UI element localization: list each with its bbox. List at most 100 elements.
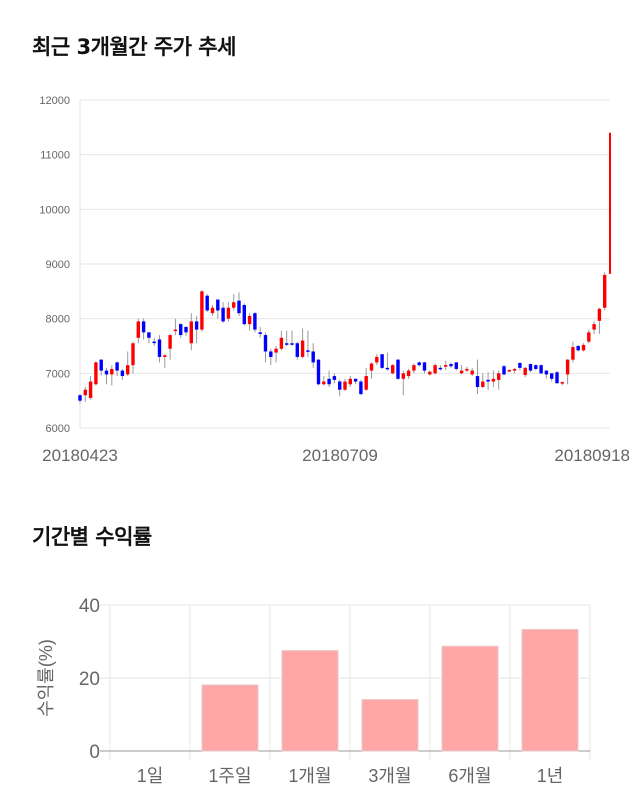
candle-body: [375, 356, 379, 363]
candle-body: [422, 362, 427, 371]
bar: [441, 645, 499, 752]
y-tick-label: 10000: [39, 204, 70, 216]
candle-body: [433, 365, 437, 374]
x-tick-label: 1년: [537, 766, 564, 786]
candle-body: [465, 368, 469, 371]
candle-body: [269, 351, 273, 357]
candle-body: [417, 362, 421, 366]
candle-body: [406, 370, 411, 377]
candle-body: [258, 332, 262, 334]
candle-body: [359, 381, 363, 395]
candle-body: [322, 381, 326, 385]
candle-body: [481, 381, 485, 387]
x-tick-label: 1주일: [208, 766, 251, 786]
y-tick-label: 20: [79, 669, 100, 690]
candle-body: [603, 274, 607, 308]
x-tick-label: 20180709: [302, 446, 378, 465]
candle-body: [512, 368, 517, 371]
candle-body: [311, 351, 315, 363]
bar: [521, 628, 579, 752]
x-tick-label: 20180423: [42, 446, 118, 465]
candle-body: [163, 355, 167, 357]
y-tick-label: 6000: [46, 423, 70, 435]
candle-body: [200, 291, 204, 330]
x-tick-label: 3개월: [368, 766, 411, 786]
bar: [361, 699, 419, 752]
candle-body: [274, 348, 278, 353]
candle-body: [168, 335, 172, 349]
x-tick-label: 20180918: [554, 446, 630, 465]
candle-body: [83, 389, 87, 396]
candle-body: [449, 364, 453, 367]
candle-body: [592, 324, 596, 330]
candle-body: [497, 373, 501, 380]
y-tick-label: 9000: [46, 259, 70, 271]
candle-body: [523, 367, 527, 375]
candle-body: [141, 321, 146, 333]
candle-body: [459, 370, 464, 374]
candle-body: [189, 321, 193, 344]
candle-body: [157, 339, 162, 357]
candle-body: [99, 359, 103, 371]
candle-body: [316, 359, 321, 385]
candle-body: [237, 300, 241, 314]
candle-body: [555, 372, 559, 384]
candle-body: [597, 308, 602, 321]
y-tick-label: 0: [89, 742, 100, 763]
candle-body: [327, 378, 331, 385]
candle-body: [428, 371, 432, 375]
candlestick-chart: 6000 7000 8000 9000 10000 11000 12000 20180423 2…: [39, 95, 630, 465]
candle-body: [179, 324, 183, 336]
candle-body: [539, 365, 543, 374]
candle-body: [232, 302, 236, 308]
candle-body: [571, 347, 575, 360]
candle-body: [550, 373, 554, 379]
candle-body: [332, 376, 337, 380]
price-chart-title: 최근 3개월간 주가 추세: [32, 35, 236, 59]
y-tick-label: 12000: [39, 95, 70, 107]
x-tick-label: 6개월: [448, 766, 491, 786]
candle-body: [560, 382, 564, 384]
candle-body: [444, 365, 448, 367]
candle-body: [295, 343, 299, 357]
candle-body: [78, 395, 82, 401]
y-tick-label: 40: [79, 596, 100, 617]
candle-body: [385, 367, 390, 370]
candle-body: [253, 313, 257, 330]
candle-body: [94, 362, 98, 385]
candle-body: [518, 362, 522, 368]
candle-body: [369, 363, 374, 371]
candle-body: [475, 376, 480, 387]
candle-body: [152, 341, 156, 344]
candle-body: [210, 307, 215, 314]
candle-body: [353, 378, 358, 382]
candle-body: [263, 335, 268, 352]
candle-body: [454, 362, 458, 369]
candle-body: [587, 332, 591, 342]
candle-body: [534, 365, 538, 369]
candle-body: [136, 321, 140, 338]
candle-body: [528, 364, 533, 371]
x-tick-label: 1일: [137, 766, 164, 786]
candle-body: [491, 378, 496, 382]
candle-body: [115, 362, 119, 371]
candle-body: [173, 329, 178, 332]
return-chart-title: 기간별 수익률: [32, 525, 152, 549]
y-tick-label: 8000: [46, 314, 70, 326]
candle-body: [300, 340, 305, 357]
candle-body: [88, 381, 93, 398]
y-tick-label: 7000: [46, 368, 70, 380]
candle-body: [391, 365, 395, 374]
candle-body: [290, 343, 294, 345]
candle-body: [247, 315, 252, 325]
candle-body: [502, 366, 506, 375]
candle-body: [609, 132, 611, 274]
candle-body: [364, 376, 368, 390]
bar: [281, 650, 339, 752]
candle-body: [470, 370, 474, 375]
candle-body: [581, 344, 586, 351]
candle-body: [396, 359, 400, 379]
candle-body: [285, 343, 289, 345]
candle-body: [221, 307, 225, 322]
candle-body: [205, 295, 209, 311]
